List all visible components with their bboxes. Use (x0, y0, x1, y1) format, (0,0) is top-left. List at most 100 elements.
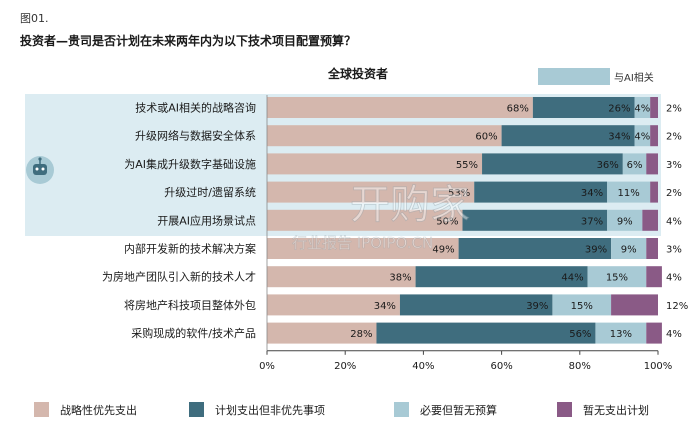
bar-segment (634, 125, 651, 147)
bar-segment (532, 97, 635, 118)
data-label: 15% (571, 301, 593, 312)
bar-segment (267, 181, 475, 203)
bar-segment (607, 181, 651, 203)
chart-title: 全球投资者 (327, 66, 388, 81)
x-tick-label: 40% (412, 361, 434, 372)
legend-swatch (557, 402, 572, 417)
chart-question: 投资者—贵司是否计划在未来两年内为以下技术项目配置预算？ (20, 33, 356, 48)
category-label: 将房地产科技项目整体外包 (124, 298, 256, 312)
data-label: 55% (456, 160, 478, 171)
category-label: 为房地产团队引入新的技术人才 (102, 270, 256, 284)
legend-swatch (189, 402, 204, 417)
bar-row: 技术或AI相关的战略咨询 68% 26% 4% 2% (135, 97, 682, 118)
data-label: 6% (627, 160, 643, 171)
bar-segment (650, 125, 658, 147)
data-label: 9% (621, 245, 637, 256)
category-label: 为AI集成升级数字基础设施 (124, 157, 256, 171)
data-label: 15% (606, 273, 628, 284)
legend-label: 必要但暂无预算 (420, 403, 497, 417)
data-label: 26% (608, 104, 630, 115)
data-label: 38% (389, 273, 411, 284)
bar-row: 升级网络与数据安全体系 60% 34% 4% 2% (135, 125, 682, 147)
legend-label: 计划支出但非优先事项 (215, 403, 325, 417)
data-label: 39% (526, 301, 548, 312)
bar-segment (646, 322, 662, 344)
bar-segment (482, 153, 623, 175)
data-label: 50% (436, 216, 458, 227)
data-label: 2% (666, 188, 682, 199)
bar-segment (267, 209, 463, 231)
ai-icon (26, 156, 54, 184)
bar-segment (650, 97, 658, 118)
data-label: 53% (448, 188, 470, 199)
x-tick-label: 20% (334, 361, 356, 372)
data-label: 2% (666, 132, 682, 143)
bar-segment (646, 238, 658, 259)
watermark: 开购家 行业报告 IPOIPO.CN (292, 182, 471, 253)
bar-segment (267, 266, 416, 288)
legend-label: 暂无支出计划 (583, 403, 649, 417)
bar-segment (607, 209, 643, 231)
ai-legend-label: 与AI相关 (614, 71, 654, 84)
bar-row: 为AI集成升级数字基础设施 55% 36% 6% 3% (124, 153, 682, 175)
data-label: 34% (374, 301, 396, 312)
category-label: 技术或AI相关的战略咨询 (135, 101, 256, 115)
bar-segment (646, 153, 658, 175)
bar-segment (267, 153, 483, 175)
x-tick-label: 80% (569, 361, 591, 372)
bar-segment (634, 97, 651, 118)
data-label: 34% (581, 188, 603, 199)
legend-item: 计划支出但非优先事项 (189, 402, 325, 417)
legend-label: 战略性优先支出 (60, 403, 137, 417)
bar-segment (646, 266, 662, 288)
x-tick-label: 60% (490, 361, 512, 372)
bar-segment (267, 322, 377, 344)
category-label: 采购现成的软件/技术产品 (131, 326, 256, 340)
data-label: 4% (634, 132, 650, 143)
data-label: 3% (666, 245, 682, 256)
data-label: 60% (475, 132, 497, 143)
x-tick-label: 100% (644, 361, 673, 372)
bar-segment (552, 294, 612, 316)
data-label: 36% (597, 160, 619, 171)
data-label: 44% (561, 273, 583, 284)
data-label: 49% (432, 245, 454, 256)
bar-row: 升级过时/遗留系统 53% 34% 11% 2% (164, 181, 682, 203)
data-label: 68% (507, 104, 529, 115)
bar-segment (587, 266, 647, 288)
bar-segment (376, 322, 596, 344)
figure-label: 图01. (20, 12, 49, 25)
bar-segment (462, 209, 608, 231)
bar-segment (650, 181, 658, 203)
legend-swatch (394, 402, 409, 417)
category-label: 内部开发新的技术解决方案 (124, 242, 256, 256)
bar-segment (267, 125, 502, 147)
bar-segment (622, 153, 647, 175)
watermark-main: 开购家 (350, 182, 470, 228)
bar-row: 采购现成的软件/技术产品 28% 56% 13% 4% (131, 322, 682, 344)
legend-item: 战略性优先支出 (34, 402, 137, 417)
bar-segment (611, 294, 658, 316)
data-label: 13% (610, 329, 632, 340)
data-label: 3% (666, 160, 682, 171)
data-label: 2% (666, 104, 682, 115)
bar-row: 为房地产团队引入新的技术人才 38% 44% 15% 4% (102, 266, 682, 288)
data-label: 11% (618, 188, 640, 199)
data-label: 28% (350, 329, 372, 340)
data-label: 4% (666, 273, 682, 284)
bar-segment (267, 97, 533, 118)
bar-segment (501, 125, 635, 147)
data-label: 9% (617, 216, 633, 227)
ai-legend-swatch (538, 68, 610, 85)
data-label: 39% (585, 245, 607, 256)
bar-row: 开展AI应用场景试点 50% 37% 9% 4% (157, 209, 682, 231)
bar-segment (415, 266, 588, 288)
bar-segment (611, 238, 647, 259)
bar-segment (267, 294, 400, 316)
category-label: 升级过时/遗留系统 (164, 185, 256, 199)
data-label: 56% (569, 329, 591, 340)
bar-segment (474, 181, 608, 203)
data-label: 4% (666, 216, 682, 227)
legend-item: 暂无支出计划 (557, 402, 649, 417)
watermark-sub: 行业报告 IPOIPO.CN (292, 234, 433, 252)
